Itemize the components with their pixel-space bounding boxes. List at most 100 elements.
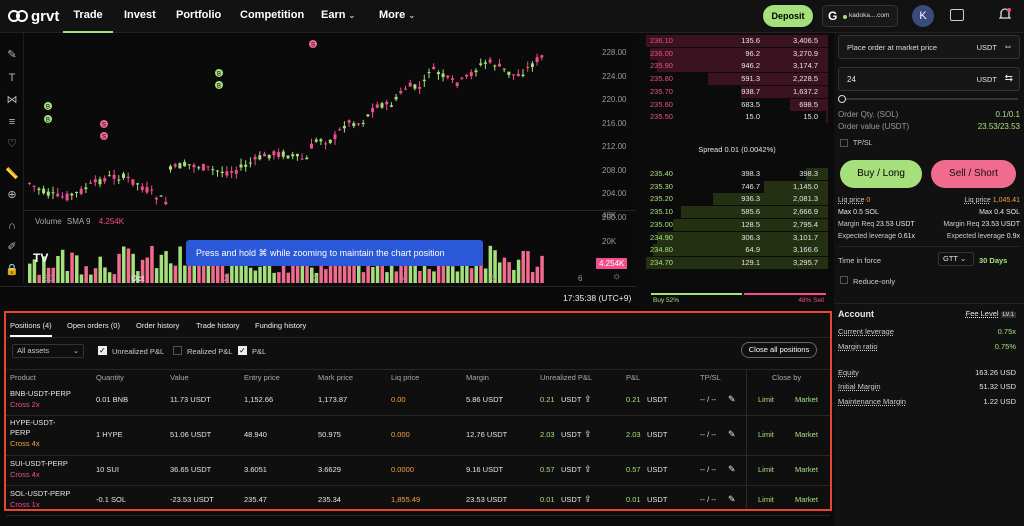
close-limit-button[interactable]: Limit bbox=[758, 395, 774, 404]
trade-marker[interactable] bbox=[44, 115, 52, 123]
share-icon[interactable]: ⇪ bbox=[584, 494, 592, 504]
positions-tab[interactable]: Funding history bbox=[255, 321, 307, 330]
edit-icon[interactable]: ✎ bbox=[728, 429, 736, 439]
close-market-button[interactable]: Market bbox=[795, 465, 818, 474]
ask-row[interactable]: 235.60 683.5 698.5 bbox=[646, 98, 828, 111]
market-price-field[interactable]: Place order at market price USDT ⇔ bbox=[838, 35, 1020, 59]
trade-marker[interactable] bbox=[215, 81, 223, 89]
asset-filter[interactable]: All assets ⌄ bbox=[12, 344, 84, 358]
amount-input[interactable]: 24 USDT ⇆ bbox=[838, 67, 1020, 91]
bid-row[interactable]: 235.00 128.5 2,795.4 bbox=[646, 218, 828, 231]
positions-tab[interactable]: Trade history bbox=[196, 321, 240, 330]
fib-icon[interactable]: ≡ bbox=[8, 116, 16, 128]
ask-row[interactable]: 236.00 96.2 3,270.9 bbox=[646, 47, 828, 60]
ruler-icon[interactable]: 📏 bbox=[5, 168, 19, 180]
notification-bell-icon[interactable] bbox=[998, 8, 1012, 21]
share-icon[interactable]: ⇪ bbox=[584, 429, 592, 439]
pen-icon[interactable]: ✎ bbox=[7, 49, 17, 61]
ask-row[interactable]: 235.50 15.0 15.0 bbox=[646, 111, 828, 124]
share-icon[interactable]: ⇪ bbox=[584, 394, 592, 404]
share-icon[interactable]: ⇪ bbox=[584, 464, 592, 474]
close-market-button[interactable]: Market bbox=[795, 430, 818, 439]
edit-icon[interactable]: ✎ bbox=[728, 394, 736, 404]
realized-checkbox[interactable] bbox=[173, 346, 182, 355]
lev-left-label: Expected leverage bbox=[838, 233, 896, 240]
sell-short-button[interactable]: Sell / Short bbox=[931, 160, 1016, 188]
close-limit-button[interactable]: Limit bbox=[758, 465, 774, 474]
ask-row[interactable]: 235.70 938.7 1,637.2 bbox=[646, 85, 828, 98]
column-header[interactable]: Quantity bbox=[96, 373, 124, 382]
column-header[interactable]: Unrealized P&L bbox=[540, 373, 593, 382]
candle bbox=[28, 182, 31, 184]
close-market-button[interactable]: Market bbox=[795, 495, 818, 504]
pnl-checkbox[interactable]: ✓ bbox=[238, 346, 247, 355]
pattern-icon[interactable]: ⋈ bbox=[6, 94, 18, 106]
close-limit-button[interactable]: Limit bbox=[758, 495, 774, 504]
text-icon[interactable]: T bbox=[8, 72, 16, 84]
devices-icon[interactable] bbox=[950, 9, 964, 21]
magnet-icon[interactable]: ∩ bbox=[8, 220, 16, 232]
column-header[interactable]: Value bbox=[170, 373, 189, 382]
reduce-only-checkbox[interactable] bbox=[840, 276, 848, 284]
bid-row[interactable]: 234.80 64.9 3,166.6 bbox=[646, 244, 828, 257]
column-header[interactable]: P&L bbox=[626, 373, 641, 382]
product-name[interactable]: SOL-USDT-PERP bbox=[10, 489, 71, 498]
deposit-button[interactable]: Deposit bbox=[763, 5, 813, 27]
close-all-positions-button[interactable]: Close all positions bbox=[741, 342, 817, 358]
product-name[interactable]: HYPE-USDT-PERP bbox=[10, 418, 56, 437]
trade-marker[interactable] bbox=[100, 120, 108, 128]
settings-icon[interactable]: ☼ bbox=[612, 271, 622, 282]
amount-slider[interactable] bbox=[838, 95, 1018, 103]
positions-tab[interactable]: Order history bbox=[136, 321, 180, 330]
nav-portfolio[interactable]: Portfolio bbox=[176, 9, 222, 21]
nav-more[interactable]: More ⌄ bbox=[379, 0, 415, 33]
bid-row[interactable]: 235.20 936.3 2,081.3 bbox=[646, 193, 828, 206]
column-header[interactable]: Margin bbox=[466, 373, 489, 382]
product-name[interactable]: BNB-USDT-PERP bbox=[10, 389, 71, 398]
lock-icon[interactable]: 🔒 bbox=[5, 264, 19, 276]
bid-row[interactable]: 234.70 129.1 3,295.7 bbox=[646, 256, 828, 269]
nav-earn[interactable]: Earn ⌄ bbox=[321, 0, 355, 33]
edit-icon[interactable]: ✎ bbox=[728, 494, 736, 504]
trade-marker[interactable] bbox=[44, 102, 52, 110]
slider-handle[interactable] bbox=[838, 95, 846, 103]
nav-trade[interactable]: Trade bbox=[63, 0, 113, 33]
close-market-button[interactable]: Market bbox=[795, 395, 818, 404]
gtt-select[interactable]: GTT ⌄ bbox=[938, 252, 974, 266]
avatar[interactable]: K bbox=[912, 5, 934, 27]
logo[interactable]: grvt bbox=[8, 7, 59, 25]
nav-competition[interactable]: Competition bbox=[240, 9, 305, 21]
positions-tab[interactable]: Open orders (0) bbox=[67, 321, 120, 330]
trade-marker[interactable] bbox=[215, 69, 223, 77]
days-select[interactable]: 30 Days bbox=[979, 256, 1008, 265]
heart-icon[interactable]: ♡ bbox=[7, 138, 17, 150]
bid-row[interactable]: 234.90 306.3 3,101.7 bbox=[646, 231, 828, 244]
close-limit-button[interactable]: Limit bbox=[758, 430, 774, 439]
trade-marker[interactable] bbox=[309, 40, 317, 48]
column-header[interactable]: Entry price bbox=[244, 373, 280, 382]
bid-row[interactable]: 235.40 398.3 398.3 bbox=[646, 168, 828, 180]
edit-icon[interactable]: ✎ bbox=[728, 464, 736, 474]
ask-row[interactable]: 235.80 591.3 2,228.5 bbox=[646, 73, 828, 86]
nav-invest[interactable]: Invest bbox=[124, 9, 156, 21]
bid-row[interactable]: 235.30 746.7 1,145.0 bbox=[646, 180, 828, 193]
switch-icon[interactable]: ⇔ bbox=[1003, 41, 1013, 52]
swap-icon[interactable]: ⇆ bbox=[1004, 73, 1013, 84]
ask-row[interactable]: 236.10 135.6 3,406.5 bbox=[646, 35, 828, 47]
product-name[interactable]: SUI-USDT-PERP bbox=[10, 459, 68, 468]
ask-row[interactable]: 235.90 946.2 3,174.7 bbox=[646, 60, 828, 73]
fee-level[interactable]: Fee Level LV.1 bbox=[966, 309, 1016, 318]
tpsl-checkbox[interactable] bbox=[840, 139, 848, 147]
brush-icon[interactable]: ✐ bbox=[7, 241, 17, 253]
column-header[interactable]: Mark price bbox=[318, 373, 354, 382]
buy-long-button[interactable]: Buy / Long bbox=[840, 160, 922, 188]
positions-tab[interactable]: Positions (4) bbox=[10, 321, 52, 337]
trade-marker[interactable] bbox=[100, 132, 108, 140]
account-chip[interactable]: G kadoka....com bbox=[822, 5, 898, 27]
column-header[interactable]: Liq price bbox=[391, 373, 420, 382]
bid-row[interactable]: 235.10 585.6 2,666.9 bbox=[646, 206, 828, 219]
unrealized-checkbox[interactable]: ✓ bbox=[98, 346, 107, 355]
zoom-icon[interactable]: ⊕ bbox=[7, 189, 17, 201]
